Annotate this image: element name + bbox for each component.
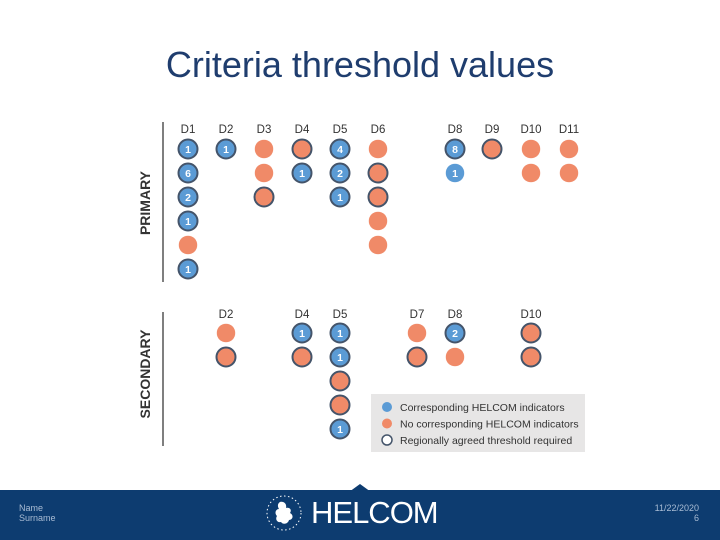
slide-date-page: 11/22/2020 6 — [655, 503, 699, 523]
secondary-d10-circle — [520, 346, 542, 368]
secondary-d10-circle — [520, 322, 542, 344]
primary-d5-circle — [329, 162, 351, 184]
legend-box — [371, 394, 585, 452]
legend-item-text: Regionally agreed threshold required — [400, 435, 572, 447]
helcom-logo-icon — [266, 495, 302, 531]
page-number: 6 — [693, 513, 699, 523]
primary-d11-circle — [559, 163, 579, 183]
name-line-2: Surname — [19, 513, 56, 523]
legend-marker-orange — [382, 418, 392, 429]
primary-column-label-d1: D1 — [181, 124, 196, 136]
primary-d3-circle — [253, 186, 275, 208]
secondary-d5-circle — [329, 322, 351, 344]
secondary-column-label-d2: D2 — [219, 309, 234, 321]
primary-d5-circle-count: 1 — [337, 192, 343, 204]
primary-d1-circle-count: 1 — [185, 216, 191, 228]
primary-d6-circle — [368, 139, 388, 159]
primary-column-label-d3: D3 — [257, 124, 272, 136]
primary-d3-circle — [254, 163, 274, 183]
primary-d4-circle-count: 1 — [299, 168, 305, 180]
legend-marker-blue — [382, 402, 392, 412]
secondary-d7-circle — [406, 346, 428, 368]
secondary-d5-circle — [329, 418, 351, 440]
primary-d1-circle-count: 1 — [185, 144, 191, 156]
secondary-d5-circle-count: 1 — [337, 352, 343, 364]
primary-d8-circle — [445, 163, 465, 183]
secondary-d2-circle — [215, 346, 237, 368]
primary-column-label-d9: D9 — [485, 124, 500, 136]
secondary-d4-circle — [291, 322, 313, 344]
helcom-wordmark: HELCOM — [311, 495, 439, 530]
primary-d5-circle — [329, 186, 351, 208]
primary-d6-circle — [367, 162, 389, 184]
primary-d1-circle — [177, 138, 199, 160]
primary-d3-circle — [254, 139, 274, 159]
secondary-column-label-d5: D5 — [333, 309, 348, 321]
name-line-1: Name — [19, 503, 44, 513]
legend-item-text: Corresponding HELCOM indicators — [400, 402, 565, 414]
primary-d5-circle — [329, 138, 351, 160]
legend-marker-outline — [381, 434, 393, 446]
secondary-d5-circle — [329, 370, 351, 392]
primary-d1-circle — [177, 258, 199, 280]
primary-column-label-d10: D10 — [520, 124, 541, 136]
primary-d5-circle-count: 2 — [337, 168, 343, 180]
primary-d4-circle — [291, 162, 313, 184]
secondary-d4-circle — [291, 346, 313, 368]
secondary-column-label-d8: D8 — [448, 309, 463, 321]
primary-d9-circle — [481, 138, 503, 160]
primary-d6-circle — [368, 235, 388, 255]
primary-d1-circle-count: 1 — [185, 264, 191, 276]
primary-d11-circle — [559, 139, 579, 159]
secondary-d8-circle — [444, 322, 466, 344]
slide-date: 11/22/2020 — [654, 503, 699, 513]
secondary-d5-circle — [329, 346, 351, 368]
primary-d1-circle-count: 2 — [185, 192, 191, 204]
secondary-column-label-d10: D10 — [520, 309, 541, 321]
secondary-column-label-d4: D4 — [295, 309, 310, 321]
presenter-name: Name Surname — [19, 503, 56, 523]
primary-d1-circle — [178, 235, 198, 255]
footer-notch — [349, 484, 371, 492]
secondary-d5-circle-count: 1 — [337, 328, 343, 340]
primary-d10-circle — [521, 139, 541, 159]
primary-d1-circle — [177, 162, 199, 184]
secondary-d8-circle-count: 2 — [452, 328, 458, 340]
secondary-section-label: SECONDARY — [137, 329, 153, 419]
primary-d1-circle-count: 6 — [185, 168, 191, 180]
primary-d10-circle — [521, 163, 541, 183]
secondary-d5-circle — [329, 394, 351, 416]
primary-d6-circle — [367, 186, 389, 208]
secondary-d7-circle — [407, 323, 427, 343]
primary-d1-circle — [177, 186, 199, 208]
secondary-d4-circle-count: 1 — [299, 328, 305, 340]
primary-section-label: PRIMARY — [137, 170, 153, 235]
primary-column-label-d4: D4 — [295, 124, 310, 136]
primary-d8-circle — [444, 138, 466, 160]
primary-d1-circle — [177, 210, 199, 232]
primary-column-label-d6: D6 — [371, 124, 386, 136]
primary-column-label-d8: D8 — [448, 124, 463, 136]
primary-d5-circle-count: 4 — [337, 144, 343, 156]
primary-column-label-d5: D5 — [333, 124, 348, 136]
secondary-d5-circle-count: 1 — [337, 424, 343, 436]
primary-d8-circle-count: 8 — [452, 144, 458, 156]
primary-d4-circle — [291, 138, 313, 160]
primary-column-label-d11: D11 — [559, 124, 579, 136]
primary-d2-circle-count: 1 — [223, 144, 229, 156]
primary-d6-circle — [368, 211, 388, 231]
secondary-column-label-d7: D7 — [410, 309, 425, 321]
secondary-d2-circle — [216, 323, 236, 343]
slide-title: Criteria threshold values — [165, 44, 555, 85]
footer-bar — [0, 490, 720, 540]
primary-column-label-d2: D2 — [219, 124, 234, 136]
legend-item-text: No corresponding HELCOM indicators — [400, 418, 579, 430]
primary-d8-circle-count: 1 — [452, 168, 458, 180]
primary-d2-circle — [215, 138, 237, 160]
secondary-d8-circle — [445, 347, 465, 367]
